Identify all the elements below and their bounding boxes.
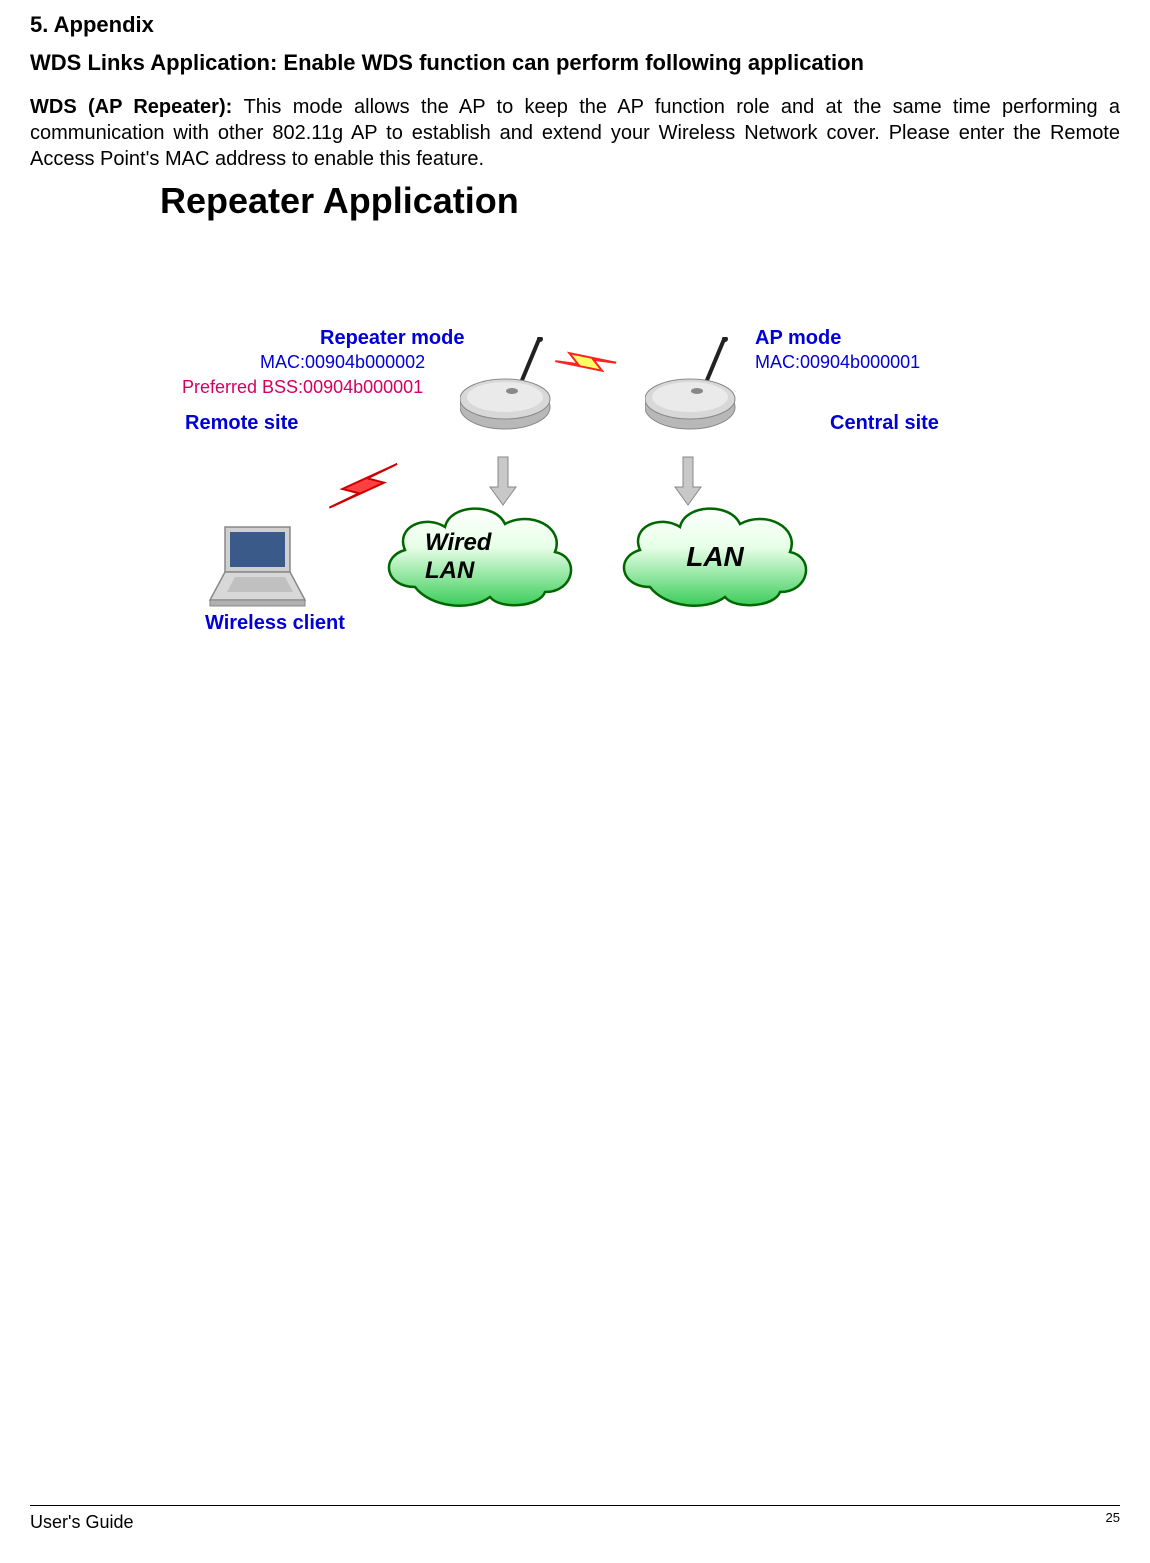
ap-mac-label: MAC:00904b000001 [755, 352, 920, 373]
wired-lan-text: Wired LAN [425, 529, 535, 585]
repeater-mac-label: MAC:00904b000002 [260, 352, 425, 373]
lan-cloud: LAN [605, 492, 825, 622]
wired-lan-cloud: Wired LAN [370, 492, 590, 622]
remote-site-label: Remote site [185, 412, 298, 435]
page-footer: User's Guide 25 [30, 1505, 1120, 1533]
repeater-mode-label: Repeater mode [320, 327, 465, 350]
diagram-connections [30, 232, 1120, 692]
wds-repeater-paragraph: WDS (AP Repeater): This mode allows the … [30, 94, 1120, 172]
ap-mode-label: AP mode [755, 327, 841, 350]
repeater-diagram: Repeater mode MAC:00904b000002 Preferred… [30, 232, 1120, 692]
wds-repeater-lead: WDS (AP Repeater): [30, 96, 244, 118]
footer-divider [30, 1505, 1120, 1506]
appendix-heading: 5. Appendix [30, 12, 1120, 38]
wds-links-heading: WDS Links Application: Enable WDS functi… [30, 50, 1120, 76]
footer-page-number: 25 [1106, 1510, 1120, 1531]
laptop-icon [200, 522, 310, 612]
diagram-title: Repeater Application [160, 180, 1120, 222]
preferred-bss-label: Preferred BSS:00904b000001 [182, 377, 423, 398]
ap-mode-ap-icon [645, 337, 755, 437]
lan-text: LAN [686, 541, 744, 573]
footer-left-text: User's Guide [30, 1512, 133, 1533]
central-site-label: Central site [830, 412, 939, 435]
repeater-ap-icon [460, 337, 570, 437]
wireless-client-label: Wireless client [205, 612, 345, 635]
